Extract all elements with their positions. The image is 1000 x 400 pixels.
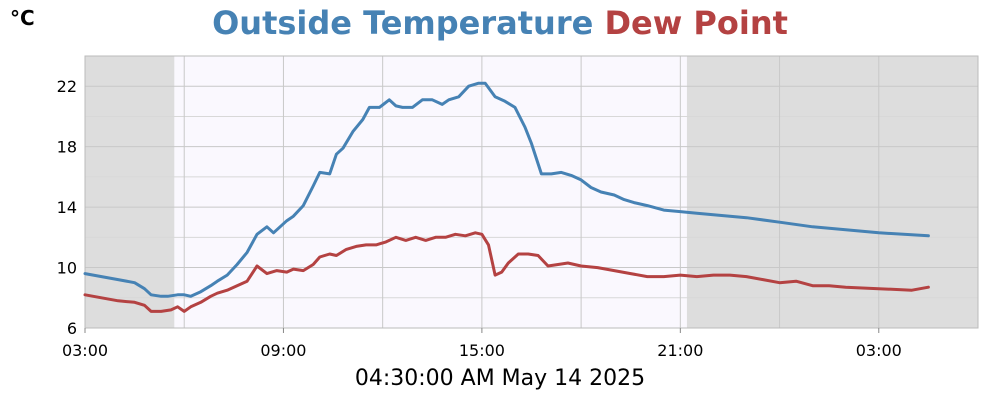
x-tick-label-4: 03:00 xyxy=(856,341,902,360)
y-tick-label-4: 22 xyxy=(57,77,77,96)
series-line-outside-temperature xyxy=(83,81,930,298)
axes: 6 10 14 18 22 03:00 09:00 15:00 21:00 03:00 xyxy=(57,77,902,360)
x-tick-label-1: 09:00 xyxy=(260,341,306,360)
y-tick-label-3: 18 xyxy=(57,138,77,157)
title-outside-temperature: Outside Temperature xyxy=(212,4,594,42)
x-tick-label-0: 03:00 xyxy=(62,341,108,360)
title-dew-point: Dew Point xyxy=(604,4,788,42)
y-tick-label-0: 6 xyxy=(67,319,77,338)
y-tick-label-2: 14 xyxy=(57,198,77,217)
series-line-dew-point xyxy=(83,231,930,313)
series-lines xyxy=(83,81,930,313)
x-axis-label: 04:30:00 AM May 14 2025 xyxy=(354,366,646,391)
night-band-1 xyxy=(686,56,978,328)
chart-title: Outside Temperature Dew Point xyxy=(0,4,1000,42)
x-tick-label-2: 15:00 xyxy=(459,341,505,360)
y-axis-unit: °C xyxy=(10,6,35,30)
x-tick-label-3: 21:00 xyxy=(657,341,703,360)
night-band-0 xyxy=(85,56,175,328)
y-tick-label-1: 10 xyxy=(57,259,77,278)
plot-border xyxy=(84,55,979,329)
